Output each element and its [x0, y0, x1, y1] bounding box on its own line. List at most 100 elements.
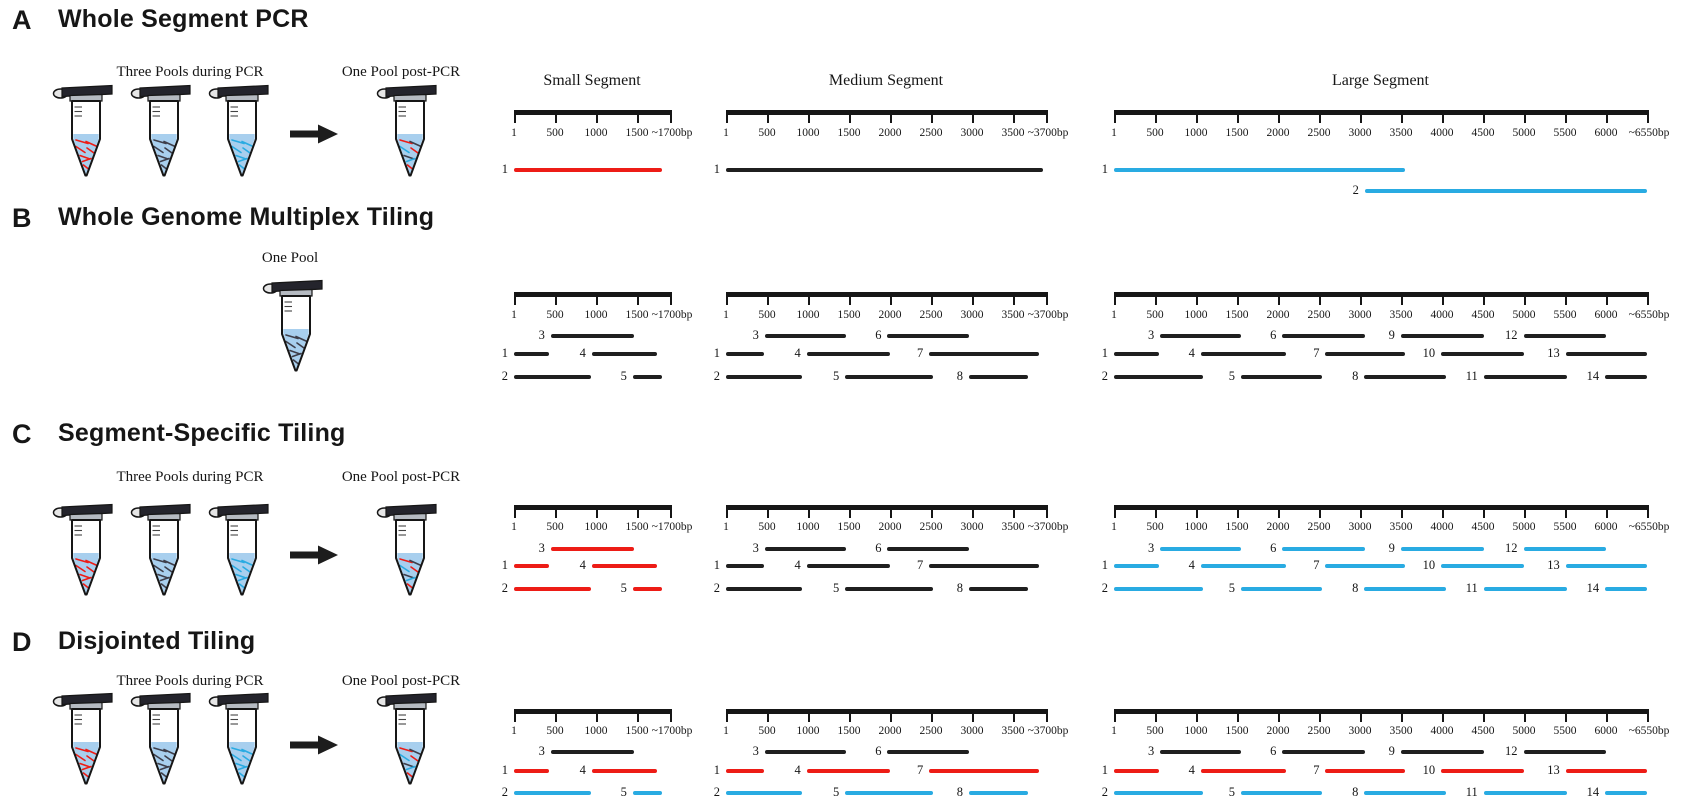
amplicon-bar	[969, 791, 1028, 795]
segment-ruler	[1114, 505, 1649, 510]
amplicon-label: 7	[1313, 763, 1320, 777]
pool-group-label: One Pool post-PCR	[341, 673, 461, 689]
microcentrifuge-tube-icon	[208, 84, 270, 180]
amplicon-bar	[806, 352, 890, 356]
ruler-tick	[670, 292, 672, 305]
microcentrifuge-tube-icon	[208, 692, 270, 788]
ruler-tick	[808, 110, 810, 123]
amplicon-label: 12	[1505, 744, 1518, 758]
ruler-tick	[1319, 505, 1321, 518]
tick-label-end: ~3700bp	[1027, 521, 1069, 533]
ruler-tick	[1278, 110, 1280, 123]
ruler-tick	[1278, 505, 1280, 518]
amplicon-label: 5	[832, 581, 840, 595]
amplicon-label: 4	[794, 763, 801, 777]
ruler-tick	[1013, 505, 1015, 518]
amplicon-bar	[514, 769, 550, 773]
pool-group-label: Three Pools during PCR	[116, 64, 264, 80]
ruler-tick	[1647, 110, 1649, 123]
amplicon-label: 3	[538, 328, 545, 342]
tick-label-end: ~1700bp	[651, 521, 693, 533]
tick-label: 4000	[1430, 521, 1454, 533]
pool-group-label: One Pool post-PCR	[341, 64, 461, 80]
tick-label-end: ~6550bp	[1628, 521, 1670, 533]
amplicon-bar	[1241, 375, 1323, 379]
ruler-tick	[1155, 110, 1157, 123]
amplicon-label: 5	[620, 581, 627, 595]
amplicon-bar	[1160, 334, 1241, 338]
amplicon-bar	[514, 791, 591, 795]
tick-label: 500	[546, 309, 564, 321]
amplicon-label: 1	[1101, 162, 1108, 176]
tick-label: 3500	[1389, 725, 1413, 737]
tick-label: 1500	[1225, 521, 1249, 533]
tick-label: 3500	[1001, 309, 1025, 321]
tick-label-end: ~6550bp	[1628, 309, 1670, 321]
amplicon-label: 8	[956, 369, 964, 383]
ruler-tick	[726, 505, 728, 518]
ruler-tick	[890, 505, 892, 518]
ruler-tick	[767, 505, 769, 518]
amplicon-label: 6	[875, 541, 882, 555]
ruler-tick	[890, 110, 892, 123]
tick-label: 1	[723, 309, 729, 321]
tick-label: 1	[511, 725, 517, 737]
ruler-tick	[670, 505, 672, 518]
panel-title: Whole Segment PCR	[58, 5, 309, 33]
tick-label: 1	[723, 725, 729, 737]
tick-label: 6000	[1594, 127, 1618, 139]
amplicon-label: 2	[713, 369, 720, 383]
ruler-tick	[1114, 709, 1116, 722]
amplicon-bar	[929, 352, 1040, 356]
amplicon-bar	[1605, 791, 1647, 795]
ruler-tick	[972, 505, 974, 518]
amplicon-label: 5	[832, 785, 840, 799]
microcentrifuge-tube-icon	[52, 503, 114, 599]
tick-label: 500	[1146, 725, 1164, 737]
amplicon-label: 8	[956, 581, 964, 595]
ruler-tick	[555, 505, 557, 518]
microcentrifuge-tube-icon	[130, 84, 192, 180]
tick-label: 2500	[919, 725, 943, 737]
pool-group-label: Three Pools during PCR	[116, 469, 264, 485]
amplicon-label: 2	[713, 785, 720, 799]
ruler-tick	[1046, 292, 1048, 305]
ruler-tick	[849, 505, 851, 518]
amplicon-bar	[591, 769, 657, 773]
tick-label: 3500	[1389, 309, 1413, 321]
ruler-tick	[726, 709, 728, 722]
amplicon-label: 7	[1313, 346, 1320, 360]
ruler-tick	[1606, 709, 1608, 722]
tick-label: 1	[723, 521, 729, 533]
tick-label: 2000	[878, 521, 902, 533]
tick-label-end: ~1700bp	[651, 309, 693, 321]
ruler-tick	[1196, 110, 1198, 123]
microcentrifuge-tube-icon	[52, 84, 114, 180]
ruler-tick	[1196, 292, 1198, 305]
amplicon-bar	[632, 791, 662, 795]
amplicon-label: 1	[1101, 763, 1108, 777]
amplicon-label: 8	[1352, 581, 1359, 595]
amplicon-label: 12	[1505, 328, 1518, 342]
amplicon-bar	[1325, 564, 1405, 568]
amplicon-bar	[1523, 334, 1607, 338]
amplicon-label: 2	[713, 581, 720, 595]
amplicon-label: 7	[1313, 558, 1320, 572]
tick-label: 3000	[1348, 309, 1372, 321]
ruler-tick	[1524, 110, 1526, 123]
amplicon-label: 2	[501, 581, 508, 595]
amplicon-bar	[514, 352, 550, 356]
tick-label: 1	[723, 127, 729, 139]
microcentrifuge-tube-icon	[376, 503, 438, 599]
tick-label: 2500	[1307, 309, 1331, 321]
tick-label: 5000	[1512, 309, 1536, 321]
amplicon-bar	[1400, 334, 1484, 338]
amplicon-bar	[514, 564, 550, 568]
amplicon-bar	[929, 564, 1040, 568]
amplicon-bar	[1200, 769, 1287, 773]
ruler-tick	[1360, 709, 1362, 722]
amplicon-bar	[591, 564, 657, 568]
amplicon-label: 1	[501, 162, 508, 176]
tick-label: 3500	[1001, 725, 1025, 737]
amplicon-bar	[726, 587, 802, 591]
